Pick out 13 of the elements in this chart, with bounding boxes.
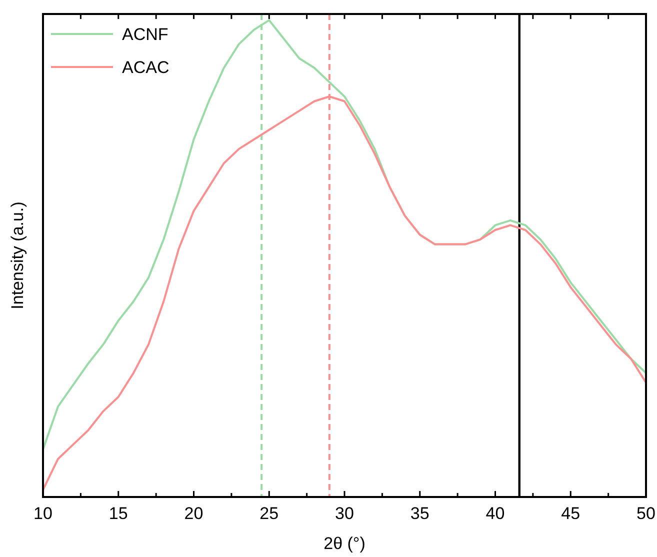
x-tick-label: 30	[335, 504, 354, 524]
legend-label: ACNF	[122, 25, 168, 44]
x-tick-label: 40	[486, 504, 505, 524]
x-tick-label: 25	[260, 504, 279, 524]
x-tick-label: 50	[636, 504, 656, 524]
legend-label: ACAC	[122, 58, 170, 77]
x-tick-label: 45	[561, 504, 580, 524]
x-tick-label: 15	[108, 504, 128, 524]
x-tick-label: 10	[34, 504, 52, 524]
x-axis-title: 2θ (°)	[324, 534, 366, 553]
x-tick-label: 35	[410, 504, 430, 524]
x-tick-label: 20	[184, 504, 204, 524]
y-axis-title: Intensity (a.u.)	[8, 202, 27, 310]
